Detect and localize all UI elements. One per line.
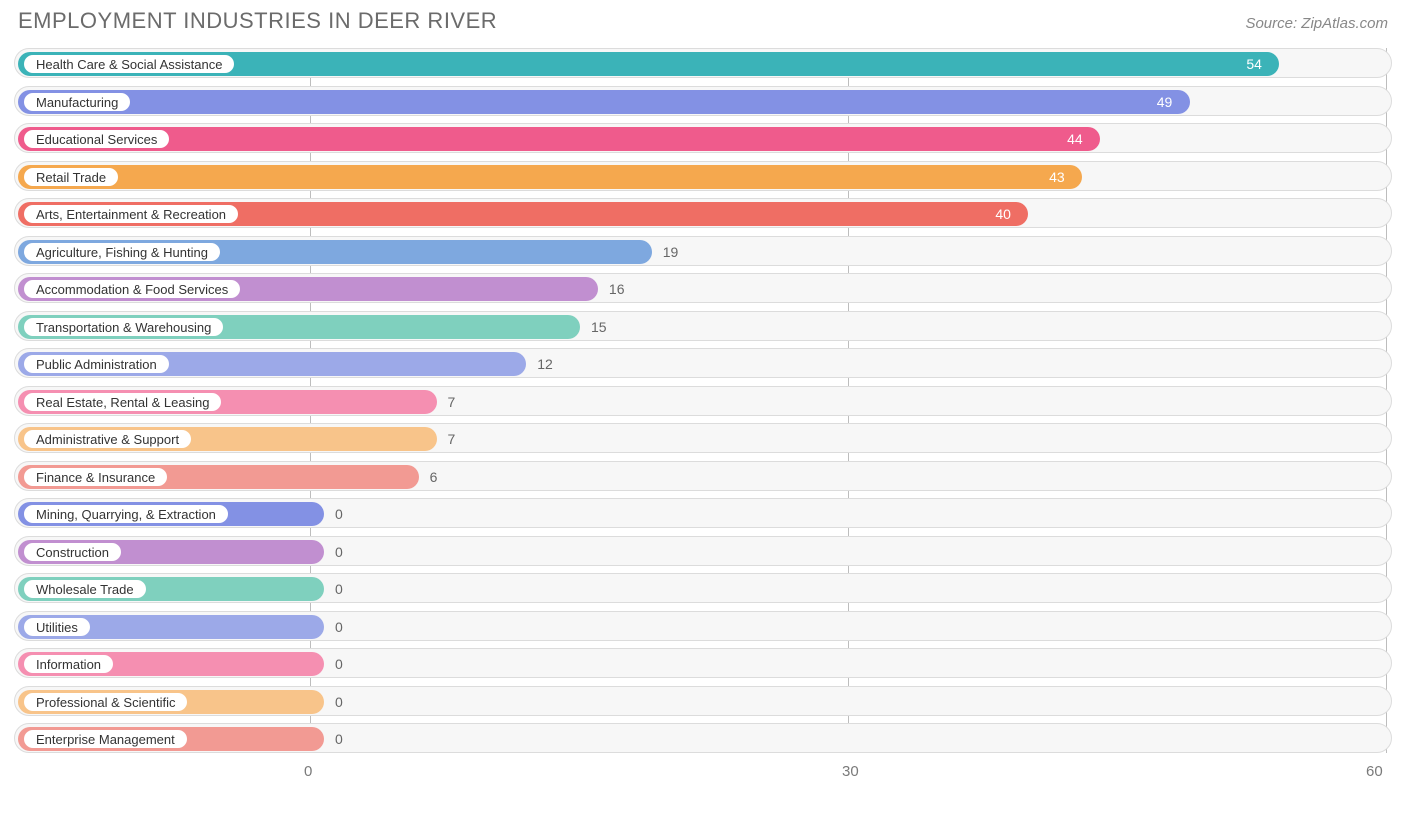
bar-row: Enterprise Management 0 xyxy=(14,723,1392,753)
bar-label: Professional & Scientific xyxy=(23,692,188,712)
bar-row: Accommodation & Food Services 16 xyxy=(14,273,1392,303)
bar-label: Information xyxy=(23,654,114,674)
bar-fill xyxy=(18,90,1190,114)
bar-row: Health Care & Social Assistance 54 xyxy=(14,48,1392,78)
bar-row: Administrative & Support 7 xyxy=(14,423,1392,453)
bar-row: Professional & Scientific 0 xyxy=(14,686,1392,716)
bar-value: 54 xyxy=(1246,49,1262,79)
x-axis-tick-label: 60 xyxy=(1366,763,1383,780)
bar-value: 0 xyxy=(335,724,343,754)
bar-value: 12 xyxy=(537,349,553,379)
bar-row: Agriculture, Fishing & Hunting 19 xyxy=(14,236,1392,266)
bar-row: Arts, Entertainment & Recreation 40 xyxy=(14,198,1392,228)
bar-row: Public Administration 12 xyxy=(14,348,1392,378)
x-axis-tick-label: 30 xyxy=(842,763,859,780)
x-axis-tick-label: 0 xyxy=(304,763,312,780)
bar-list: Health Care & Social Assistance 54 Manufac… xyxy=(14,48,1392,753)
bar-label: Real Estate, Rental & Leasing xyxy=(23,392,222,412)
bar-value: 16 xyxy=(609,274,625,304)
bar-row: Real Estate, Rental & Leasing 7 xyxy=(14,386,1392,416)
bar-value: 40 xyxy=(995,199,1011,229)
bar-label: Educational Services xyxy=(23,129,170,149)
bar-row: Educational Services 44 xyxy=(14,123,1392,153)
bar-fill xyxy=(18,127,1100,151)
bar-value: 0 xyxy=(335,574,343,604)
bar-value: 43 xyxy=(1049,162,1065,192)
bar-label: Mining, Quarrying, & Extraction xyxy=(23,504,229,524)
bar-label: Agriculture, Fishing & Hunting xyxy=(23,242,221,262)
bar-row: Finance & Insurance 6 xyxy=(14,461,1392,491)
bar-label: Retail Trade xyxy=(23,167,119,187)
bar-value: 0 xyxy=(335,499,343,529)
bar-row: Utilities 0 xyxy=(14,611,1392,641)
bar-value: 0 xyxy=(335,537,343,567)
bar-label: Manufacturing xyxy=(23,92,131,112)
chart-header: EMPLOYMENT INDUSTRIES IN DEER RIVER Sour… xyxy=(14,8,1392,34)
bar-row: Information 0 xyxy=(14,648,1392,678)
x-axis: 0 30 60 xyxy=(14,761,1392,785)
bar-value: 7 xyxy=(448,424,456,454)
bar-label: Health Care & Social Assistance xyxy=(23,54,235,74)
bar-value: 6 xyxy=(430,462,438,492)
bar-value: 0 xyxy=(335,612,343,642)
bar-label: Administrative & Support xyxy=(23,429,192,449)
bar-value: 49 xyxy=(1157,87,1173,117)
bar-fill xyxy=(18,165,1082,189)
bar-label: Construction xyxy=(23,542,122,562)
bar-label: Arts, Entertainment & Recreation xyxy=(23,204,239,224)
bar-value: 15 xyxy=(591,312,607,342)
bar-value: 0 xyxy=(335,687,343,717)
bar-label: Accommodation & Food Services xyxy=(23,279,241,299)
bar-row: Mining, Quarrying, & Extraction 0 xyxy=(14,498,1392,528)
bar-label: Utilities xyxy=(23,617,91,637)
bar-value: 44 xyxy=(1067,124,1083,154)
bar-label: Public Administration xyxy=(23,354,170,374)
bar-label: Wholesale Trade xyxy=(23,579,147,599)
bar-row: Retail Trade 43 xyxy=(14,161,1392,191)
bar-label: Transportation & Warehousing xyxy=(23,317,224,337)
bar-value: 7 xyxy=(448,387,456,417)
bar-row: Transportation & Warehousing 15 xyxy=(14,311,1392,341)
bar-label: Finance & Insurance xyxy=(23,467,168,487)
bar-label: Enterprise Management xyxy=(23,729,188,749)
bar-row: Construction 0 xyxy=(14,536,1392,566)
bar-value: 0 xyxy=(335,649,343,679)
bar-row: Wholesale Trade 0 xyxy=(14,573,1392,603)
plot-area: Health Care & Social Assistance 54 Manufac… xyxy=(14,48,1392,785)
bar-row: Manufacturing 49 xyxy=(14,86,1392,116)
chart-source: Source: ZipAtlas.com xyxy=(1245,15,1388,32)
bar-value: 19 xyxy=(663,237,679,267)
chart-container: EMPLOYMENT INDUSTRIES IN DEER RIVER Sour… xyxy=(0,0,1406,815)
chart-title: EMPLOYMENT INDUSTRIES IN DEER RIVER xyxy=(18,8,497,34)
